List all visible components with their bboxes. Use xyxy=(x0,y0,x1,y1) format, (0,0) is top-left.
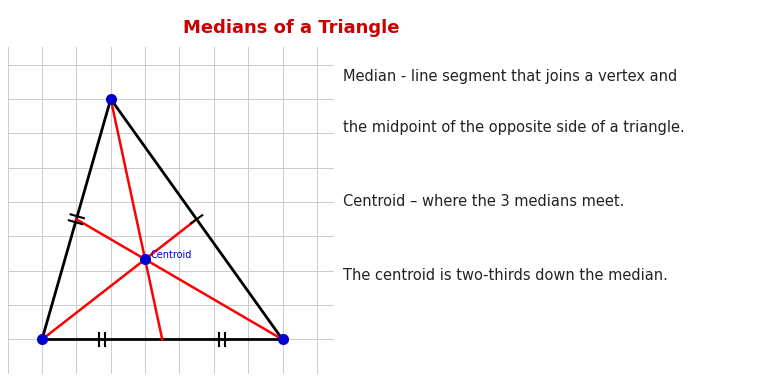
Text: Centroid: Centroid xyxy=(150,250,192,260)
Text: the midpoint of the opposite side of a triangle.: the midpoint of the opposite side of a t… xyxy=(342,120,684,135)
Text: Medians of a Triangle: Medians of a Triangle xyxy=(183,19,399,37)
Text: Median - line segment that joins a vertex and: Median - line segment that joins a verte… xyxy=(342,69,677,84)
Text: The centroid is two-thirds down the median.: The centroid is two-thirds down the medi… xyxy=(342,268,667,283)
Text: Centroid – where the 3 medians meet.: Centroid – where the 3 medians meet. xyxy=(342,194,624,209)
